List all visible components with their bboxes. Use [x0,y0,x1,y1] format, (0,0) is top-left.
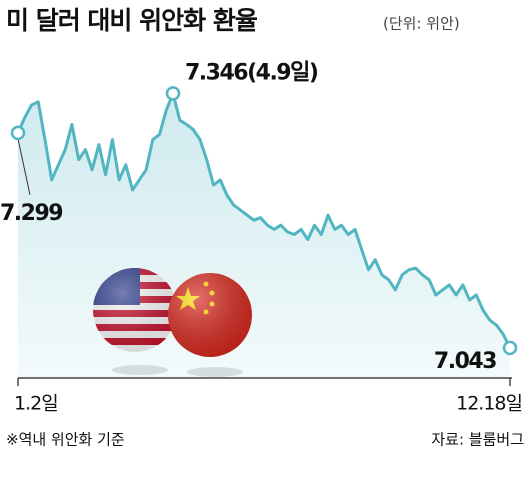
data-label: 7.299 [0,201,62,226]
area [18,93,510,379]
data-label: 7.346(4.9일) [185,60,318,85]
data-label: 7.043 [434,349,496,374]
source: 자료: 블룸버그 [431,431,524,449]
x-tick-label: 1.2일 [14,393,58,415]
leader-line [17,138,31,195]
chart-subtitle: (단위: 위안) [383,15,460,33]
footnote: ※역내 위안화 기준 [6,431,125,449]
plot-area: 7.299 7.346(4.9일) 7.043 [0,60,518,379]
point [502,340,518,356]
chart-title: 미 달러 대비 위안화 환율 [6,6,258,35]
point [10,125,26,141]
flags [93,268,252,377]
point [165,86,181,101]
line [16,91,512,349]
x-tick-label: 12.18일 [456,393,522,415]
